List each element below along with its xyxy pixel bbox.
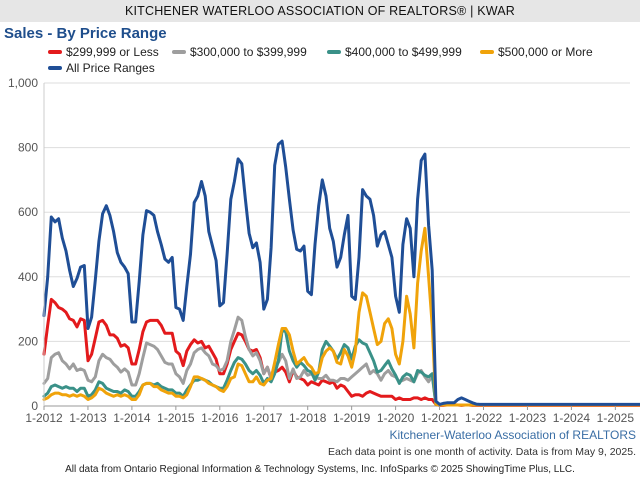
header-bar: KITCHENER WATERLOO ASSOCIATION OF REALTO… bbox=[0, 0, 640, 22]
legend-swatch-500k-plus bbox=[480, 49, 494, 54]
x-tick-label: 1-2017 bbox=[245, 411, 283, 425]
legend-item-299k[interactable]: $299,999 or Less bbox=[48, 45, 159, 59]
x-tick-label: 1-2015 bbox=[157, 411, 195, 425]
legend-label-400k-499k: $400,000 to $499,999 bbox=[345, 45, 462, 59]
x-tick-label: 1-2013 bbox=[69, 411, 107, 425]
legend-item-400k-499k[interactable]: $400,000 to $499,999 bbox=[327, 45, 462, 59]
chart-title: Sales - By Price Range bbox=[4, 25, 167, 42]
data-note: Each data point is one month of activity… bbox=[328, 446, 636, 458]
y-tick-label: 600 bbox=[18, 205, 38, 219]
x-tick-label: 1-2014 bbox=[113, 411, 151, 425]
legend-swatch-400k-499k bbox=[327, 49, 341, 54]
x-tick-label: 1-2021 bbox=[421, 411, 459, 425]
y-tick-label: 200 bbox=[18, 334, 38, 348]
legend-item-300k-399k[interactable]: $300,000 to $399,999 bbox=[172, 45, 307, 59]
axes: 0 200 400 600 800 1,000 1-2012 1-2013 1-2014 1-20… bbox=[8, 76, 634, 425]
y-tick-label: 400 bbox=[18, 270, 38, 284]
legend-label-all: All Price Ranges bbox=[66, 61, 155, 75]
x-tick-label: 1-2024 bbox=[553, 411, 591, 425]
legend-swatch-300k-399k bbox=[172, 49, 186, 54]
legend-label-500k-plus: $500,000 or More bbox=[498, 45, 593, 59]
y-tick-label: 1,000 bbox=[8, 76, 38, 90]
legend-item-all[interactable]: All Price Ranges bbox=[48, 61, 155, 75]
y-tick-label: 0 bbox=[31, 399, 38, 413]
y-tick-label: 800 bbox=[18, 141, 38, 155]
series-line-5 bbox=[42, 139, 640, 406]
x-tick-label: 1-2018 bbox=[289, 411, 327, 425]
x-tick-label: 1-2012 bbox=[25, 411, 63, 425]
x-tick-label: 1-2019 bbox=[333, 411, 371, 425]
x-tick-label: 1-2022 bbox=[465, 411, 503, 425]
series-lines bbox=[42, 139, 640, 407]
legend-label-300k-399k: $300,000 to $399,999 bbox=[190, 45, 307, 59]
footer-credit: All data from Ontario Regional Informati… bbox=[65, 464, 575, 475]
x-tick-label: 1-2023 bbox=[509, 411, 547, 425]
x-tick-label: 1-2016 bbox=[201, 411, 239, 425]
legend-label-299k: $299,999 or Less bbox=[66, 45, 159, 59]
x-tick-label: 1-2025 bbox=[597, 411, 635, 425]
x-tick-label: 1-2020 bbox=[377, 411, 415, 425]
header-title: KITCHENER WATERLOO ASSOCIATION OF REALTO… bbox=[124, 4, 516, 18]
source-label: Kitchener-Waterloo Association of REALTO… bbox=[389, 428, 636, 442]
legend-swatch-299k bbox=[48, 49, 62, 54]
legend-item-500k-plus[interactable]: $500,000 or More bbox=[480, 45, 593, 59]
legend-swatch-all bbox=[48, 65, 62, 70]
